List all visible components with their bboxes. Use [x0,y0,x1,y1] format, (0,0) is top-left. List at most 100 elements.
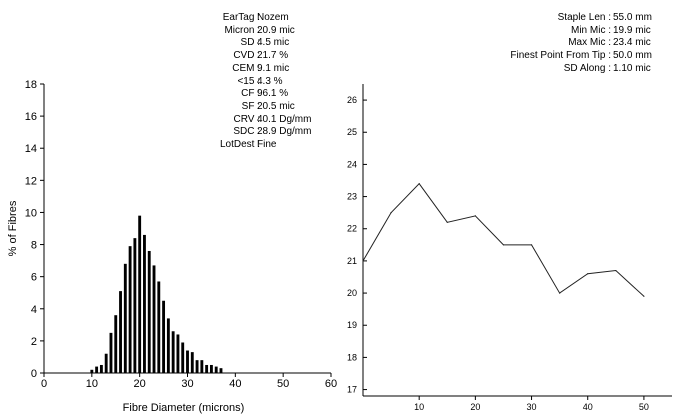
histogram-bar [143,234,146,373]
histogram-x-tick-label: 0 [41,378,47,390]
diameter-profile-chart: 10 20 30 40 50 17 18 19 20 21 22 23 24 25 26 [347,84,672,412]
histogram-bar [176,334,180,373]
profile-point [587,273,589,275]
histogram-bar [181,342,185,373]
fibre-stat-value: 96.1 % [257,88,289,100]
histogram-bar [152,265,156,373]
histogram-bar [147,250,151,373]
histogram-x-tick-label: 30 [181,378,193,390]
fibre-stat-value: 20.5 mic [257,100,295,112]
staple-stat-label: SD Along : [563,62,611,74]
profile-x-tick-label: 20 [470,402,480,412]
histogram-x-tick-label: 20 [134,378,146,390]
histogram-bar [99,364,103,373]
histogram-bar [123,263,127,373]
fibre-stat-value: 4.5 mic [257,37,290,49]
histogram-bar [205,364,209,373]
histogram-x-tick-label: 50 [277,378,289,390]
fibre-stat-value: Nozem [257,12,289,23]
histogram-x-tick-label: 40 [229,378,241,390]
fibre-stat-label: LotDest : [219,139,260,150]
histogram-y-tick-label: 2 [31,336,37,348]
profile-y-tick-label: 20 [347,288,357,298]
histogram-bar [209,364,213,373]
profile-point [559,292,561,294]
histogram-y-tick-label: 14 [25,143,37,155]
fibre-stat-value: Fine [257,139,277,150]
staple-stat-label: Staple Len : [557,12,611,23]
profile-point [390,212,392,214]
fibre-stat-label: SD : [240,37,260,49]
staple-stat-value: 19.9 mic [613,24,651,36]
histogram-bar [119,291,122,373]
histogram-bar [195,360,199,373]
fibre-stat-label: CVD : [233,50,260,62]
fibre-stat-label: SDC : [233,126,260,138]
fibre-stat-value: 9.1 mic [257,62,290,74]
staple-stat-value: 1.10 mic [613,62,651,74]
diameter-profile-line [362,182,645,297]
histogram-bar [190,352,194,373]
histogram-y-tick-label: 10 [25,207,37,219]
histogram-bar [219,368,223,373]
histogram-bar [133,238,137,373]
histogram-y-tick-label: 18 [25,79,37,91]
profile-point [362,260,364,262]
profile-x-tick-label: 50 [639,402,649,412]
histogram-x-axis-label: Fibre Diameter (microns) [123,402,245,414]
staple-stat-value: 50.0 mm [613,50,652,62]
histogram-bar [200,360,204,373]
staple-stat-label: Min Mic : [571,24,611,36]
profile-y-tick-label: 22 [347,224,357,234]
fibre-stat-value: 40.1 Dg/mm [257,113,312,125]
staple-stat-value: 23.4 mic [613,37,651,49]
histogram-bar [157,281,161,373]
histogram-bar [109,332,113,373]
staple-stat-label: Finest Point From Tip : [510,50,611,62]
histogram-bar [95,366,99,373]
fibre-stat-value: 21.7 % [257,50,289,62]
staple-stat-label: Max Mic : [568,37,611,49]
fibre-stat-value: 28.9 Dg/mm [257,126,312,138]
profile-point [418,183,420,185]
profile-y-tick-label: 17 [347,385,357,395]
fibre-stat-value: 4.3 % [257,75,283,87]
profile-y-tick-label: 21 [347,256,357,266]
profile-y-tick-label: 23 [347,192,357,202]
histogram-bar [90,369,94,373]
histogram-bar [214,366,218,373]
histogram-bar [104,353,108,373]
histogram-x-tick-label: 60 [325,378,337,390]
fibre-stat-label: CEM : [232,62,260,74]
profile-y-tick-label: 24 [347,159,357,169]
profile-y-tick-label: 18 [347,352,357,362]
histogram-y-tick-label: 12 [25,175,37,187]
profile-point [643,295,645,297]
profile-x-tick-label: 30 [527,402,537,412]
fibre-stat-value: 20.9 mic [257,24,295,36]
profile-point [530,244,533,246]
histogram-bar [166,318,170,373]
fibre-stat-label: <15 : [237,75,260,87]
profile-x-tick-label: 40 [583,402,593,412]
profile-point [474,215,476,217]
histogram-y-tick-label: 8 [31,240,37,252]
histogram-y-axis-label: % of Fibres [7,200,19,256]
fibre-diameter-histogram: 0 10 20 30 40 50 60 0 2 4 6 8 10 12 14 16 18 Fibre Diam… [7,79,337,414]
profile-y-tick-label: 25 [347,127,357,137]
histogram-y-tick-label: 0 [31,368,37,380]
profile-point [615,269,617,272]
histogram-y-tick-label: 6 [31,272,37,284]
profile-y-tick-label: 19 [347,320,357,330]
histogram-bar [138,215,142,373]
histogram-y-tick-label: 4 [31,304,37,316]
profile-point [502,244,505,246]
profile-x-tick-label: 10 [414,402,424,412]
histogram-bar [128,246,132,373]
fibre-stat-label: EarTag : [222,12,260,23]
fibre-stat-label: CF : [241,88,260,100]
fibre-stat-label: CRV : [233,113,261,125]
histogram-x-tick-label: 10 [86,378,98,390]
histogram-bar [171,331,175,373]
